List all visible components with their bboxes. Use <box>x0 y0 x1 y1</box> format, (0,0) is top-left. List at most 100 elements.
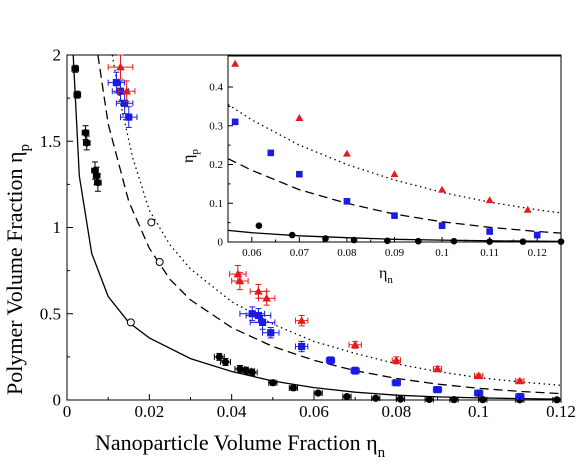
data-point-triangle <box>392 356 401 364</box>
data-point-square <box>248 310 256 318</box>
x-tick-label: 0.12 <box>546 402 576 421</box>
data-point-circle <box>553 396 561 404</box>
x-tick-label: 0.1 <box>435 247 449 259</box>
inset-y-axis-title-text: η <box>180 155 197 163</box>
data-point-circle <box>81 129 90 137</box>
data-point-square <box>486 228 493 235</box>
data-point-circle <box>289 384 298 392</box>
fit-curve-dotted <box>227 103 562 214</box>
data-point-circle <box>255 222 263 230</box>
inset-x-axis-title-subscript: n <box>387 274 393 286</box>
x-tick-label: 0 <box>63 402 72 421</box>
data-point-triangle <box>116 62 125 71</box>
data-point-triangle <box>515 376 525 385</box>
data-point-square <box>343 198 351 205</box>
y-tick-label: 0 <box>218 237 224 249</box>
data-point-square <box>438 222 446 230</box>
data-point-square <box>112 79 120 87</box>
data-point-circle <box>322 235 329 242</box>
x-tick-label: 0.06 <box>242 247 262 259</box>
data-point-circle <box>73 91 81 99</box>
data-point-square <box>533 231 541 239</box>
fit-curve-dotted <box>111 54 562 386</box>
x-tick-label: 0.07 <box>290 247 310 259</box>
data-point-triangle <box>474 371 483 380</box>
data-point-circle <box>93 172 101 180</box>
data-point-circle <box>343 392 351 401</box>
data-point-triangle <box>233 269 243 278</box>
main-y-axis-title: Polymer Volume Fraction ηp <box>2 144 33 395</box>
data-point-circle <box>288 231 296 239</box>
x-tick-label: 0.02 <box>134 402 164 421</box>
main-y-axis-title-subscript: p <box>17 144 33 152</box>
y-tick-label: 1.5 <box>40 132 61 151</box>
data-point-triangle <box>231 59 240 67</box>
data-point-circle <box>83 139 91 147</box>
main-x-axis-title: Nanoparticle Volume Fraction ηn <box>95 430 386 461</box>
error-bar <box>294 340 309 353</box>
x-tick-label: 0.08 <box>337 247 357 259</box>
data-point-square <box>298 342 306 351</box>
x-tick-label: 0.06 <box>299 402 329 421</box>
data-point-square <box>475 389 483 397</box>
y-tick-label: 0.3 <box>209 120 223 132</box>
main-x-ticks: 0 0.02 0.04 0.06 0.08 0.1 0.12 <box>63 394 576 421</box>
data-point-square <box>125 113 133 121</box>
data-point-triangle <box>262 293 271 302</box>
data-point-square <box>254 311 263 320</box>
inset-x-ticks: 0.06 0.07 0.08 0.09 0.1 0.11 0.12 <box>242 237 547 259</box>
data-point-triangle <box>297 316 306 324</box>
y-tick-label: 1 <box>53 218 62 237</box>
data-point-square <box>516 392 524 401</box>
x-tick-label: 0.09 <box>385 247 405 259</box>
data-point-triangle <box>523 205 532 213</box>
x-tick-label: 0.04 <box>217 402 247 421</box>
data-point-square <box>296 170 303 178</box>
inset-x-axis-title-text: η <box>379 265 387 282</box>
data-point-triangle <box>295 114 304 121</box>
y-tick-label: 0.5 <box>40 304 61 323</box>
inset-plot: 0.06 0.07 0.08 0.09 0.1 0.11 0.12 0 0.1 0.2 0.3 0.… <box>209 55 565 259</box>
data-point-square <box>392 379 400 387</box>
inset-plot-background <box>228 56 561 242</box>
data-point-circle <box>71 65 79 73</box>
data-point-circle <box>450 237 458 245</box>
data-point-square <box>326 356 335 364</box>
data-point-square <box>433 386 442 394</box>
data-point-triangle <box>438 185 447 193</box>
data-point-square <box>351 367 359 375</box>
data-point-circle <box>269 379 277 387</box>
main-x-axis-title-subscript: n <box>378 445 386 461</box>
main-plot: 0 0.02 0.04 0.06 0.08 0.1 0.12 0 0.5 1 1.5 2 <box>40 46 576 421</box>
data-point-triangle <box>485 196 494 204</box>
y-tick-label: 0 <box>53 391 62 410</box>
data-point-square <box>231 118 239 126</box>
data-point-open-circle <box>126 318 135 327</box>
y-tick-label: 0.1 <box>209 198 223 210</box>
x-tick-label: 0.11 <box>480 247 499 259</box>
y-tick-label: 0.2 <box>209 159 223 171</box>
data-point-circle <box>314 389 322 397</box>
data-point-circle <box>221 358 230 366</box>
main-x-axis-title-text: Nanoparticle Volume Fraction η <box>95 430 378 455</box>
data-point-circle <box>479 396 487 404</box>
inset-y-axis-title-subscript: p <box>189 149 201 155</box>
data-point-triangle <box>342 149 351 157</box>
inset-y-axis-title: ηp <box>180 149 201 163</box>
main-y-axis-title-text: Polymer Volume Fraction η <box>2 151 27 395</box>
data-point-square <box>258 318 267 326</box>
x-tick-label: 0.1 <box>468 402 489 421</box>
data-point-open-circle <box>147 218 156 227</box>
data-point-circle <box>248 368 256 376</box>
data-point-open-circle <box>155 258 164 266</box>
data-point-square <box>267 329 275 337</box>
data-point-triangle <box>235 276 245 285</box>
data-point-circle <box>94 179 102 187</box>
x-tick-label: 0.08 <box>381 402 411 421</box>
data-point-circle <box>215 353 223 361</box>
data-point-circle <box>372 394 380 402</box>
data-point-circle <box>450 396 458 404</box>
data-point-circle <box>236 365 244 373</box>
data-point-triangle <box>350 340 360 349</box>
